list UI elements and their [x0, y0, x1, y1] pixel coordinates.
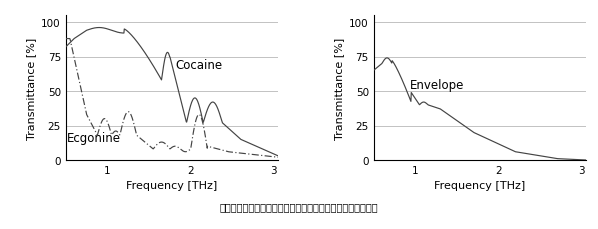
X-axis label: Frequency [THz]: Frequency [THz] — [434, 181, 526, 191]
Text: Ecgonine: Ecgonine — [66, 131, 121, 144]
X-axis label: Frequency [THz]: Frequency [THz] — [126, 181, 218, 191]
Text: Cocaine: Cocaine — [176, 58, 223, 71]
Y-axis label: Transmittance [%]: Transmittance [%] — [26, 37, 36, 139]
Y-axis label: Transmittance [%]: Transmittance [%] — [334, 37, 344, 139]
Text: Envelope: Envelope — [410, 79, 464, 92]
Text: 図６　薬物（左）と封筒（右）のテラヘルツ指紋スペクトル: 図６ 薬物（左）と封筒（右）のテラヘルツ指紋スペクトル — [219, 201, 379, 211]
